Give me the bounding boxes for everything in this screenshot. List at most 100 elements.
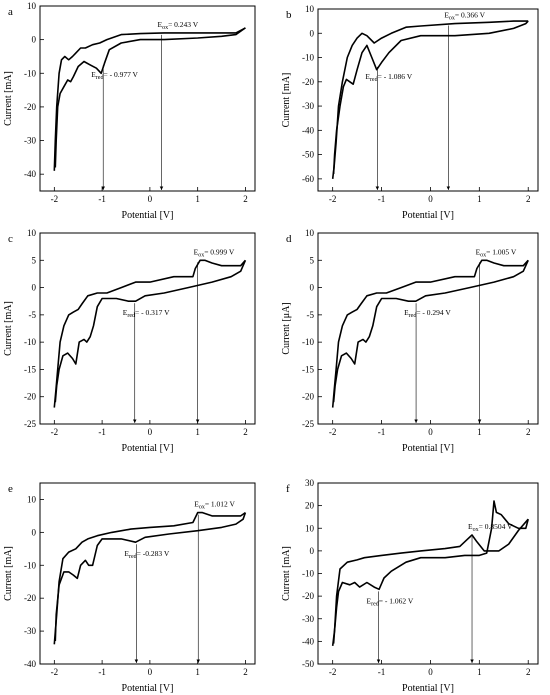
x-tick-label: -2 <box>51 667 59 677</box>
y-tick-label: -40 <box>302 636 314 646</box>
red-annotation: Ered= - 0.317 V <box>123 308 170 319</box>
panel-letter: e <box>8 483 13 495</box>
ox-annotation: Eox= 0.243 V <box>157 20 198 31</box>
y-tick-label: -20 <box>302 392 314 402</box>
y-axis-label: Current [mA] <box>3 546 14 601</box>
y-axis-label: Current [mA] <box>281 73 292 128</box>
y-tick-label: -20 <box>302 77 314 87</box>
y-tick-label: -30 <box>24 136 36 146</box>
plot-frame <box>317 232 539 425</box>
red-annotation: Ered= - 1.086 V <box>365 72 412 83</box>
x-tick-label: -2 <box>329 667 337 677</box>
y-tick-label: 10 <box>305 228 315 238</box>
x-tick-label: 1 <box>477 427 482 437</box>
x-axis-label: Potential [V] <box>122 683 174 694</box>
panel-letter: a <box>8 6 13 18</box>
y-tick-label: 20 <box>305 501 315 511</box>
x-tick-label: -2 <box>51 194 59 204</box>
y-tick-label: -10 <box>302 53 314 63</box>
cv-curve-forward <box>331 20 529 179</box>
x-tick-label: 0 <box>428 667 433 677</box>
y-axis-label: Current [mA] <box>281 546 292 601</box>
x-axis-label: Potential [V] <box>402 683 454 694</box>
y-tick-label: 0 <box>32 527 37 537</box>
x-tick-label: 1 <box>477 667 482 677</box>
cv-curve-reverse <box>332 259 529 403</box>
x-tick-label: -1 <box>98 194 106 204</box>
y-tick-label: 5 <box>32 255 37 265</box>
y-tick-label: -40 <box>24 659 36 669</box>
x-tick-label: 1 <box>195 667 200 677</box>
red-annotation: Ered= - 1.062 V <box>367 596 414 607</box>
y-tick-label: 10 <box>305 523 315 533</box>
y-tick-label: -10 <box>302 337 314 347</box>
x-tick-label: 2 <box>243 427 248 437</box>
y-tick-label: -30 <box>302 101 314 111</box>
red-annotation: Ered= - 0.977 V <box>91 70 138 81</box>
x-tick-label: 0 <box>148 427 153 437</box>
y-tick-label: 0 <box>310 28 315 38</box>
cv-curve-reverse <box>54 512 247 642</box>
y-tick-label: -5 <box>307 310 315 320</box>
x-tick-label: 2 <box>526 194 531 204</box>
y-tick-label: -10 <box>24 337 36 347</box>
x-tick-label: 2 <box>526 667 531 677</box>
y-tick-label: -60 <box>302 174 314 184</box>
x-tick-label: -2 <box>51 427 59 437</box>
cv-curve-reverse <box>332 20 529 175</box>
cv-curve-reverse <box>332 500 529 644</box>
x-axis-label: Potential [V] <box>402 443 454 454</box>
y-tick-label: -15 <box>24 364 36 374</box>
ox-annotation: Eox= 1.005 V <box>476 247 517 258</box>
ox-annotation: Eox= 0.366 V <box>444 11 485 22</box>
cv-curve-forward <box>331 259 529 408</box>
ox-annotation: Eox= 0.8504 V <box>468 522 513 533</box>
y-tick-label: -20 <box>24 102 36 112</box>
x-tick-label: -1 <box>98 667 106 677</box>
x-axis-label: Potential [V] <box>122 210 174 221</box>
ox-annotation: Eox= 0.999 V <box>194 247 235 258</box>
plot-frame <box>317 482 539 665</box>
plot-frame <box>39 5 256 192</box>
y-tick-label: -20 <box>24 593 36 603</box>
y-tick-label: 10 <box>27 1 37 11</box>
y-tick-label: -30 <box>302 614 314 624</box>
x-tick-label: 1 <box>195 427 200 437</box>
y-tick-label: 0 <box>310 283 315 293</box>
x-tick-label: 2 <box>243 667 248 677</box>
ox-annotation: Eox= 1.012 V <box>194 500 235 511</box>
y-tick-label: -10 <box>24 560 36 570</box>
y-tick-label: 5 <box>310 255 315 265</box>
y-tick-label: -5 <box>29 310 37 320</box>
x-tick-label: 0 <box>428 194 433 204</box>
cv-curve-reverse <box>54 259 247 403</box>
red-annotation: Ered= -0.283 V <box>124 549 169 560</box>
y-tick-label: 10 <box>27 494 37 504</box>
y-tick-label: -20 <box>302 591 314 601</box>
y-tick-label: 0 <box>310 546 315 556</box>
y-axis-label: Current [mA] <box>3 301 14 356</box>
y-tick-label: -25 <box>302 419 314 429</box>
y-tick-label: 0 <box>32 35 37 45</box>
x-tick-label: 0 <box>148 194 153 204</box>
y-tick-label: 10 <box>305 4 315 14</box>
x-tick-label: -1 <box>378 194 386 204</box>
cv-curve-forward <box>53 511 246 645</box>
y-tick-label: -10 <box>24 68 36 78</box>
y-axis-label: Current [μA] <box>281 302 292 354</box>
plot-frame <box>39 482 256 665</box>
x-tick-label: -2 <box>329 427 337 437</box>
panel-letter: c <box>8 233 13 245</box>
x-tick-label: 1 <box>195 194 200 204</box>
cv-curve-forward <box>53 27 246 171</box>
plot-frame <box>317 8 539 192</box>
x-tick-label: 2 <box>243 194 248 204</box>
y-tick-label: 0 <box>32 283 37 293</box>
cv-curve-forward <box>331 518 529 646</box>
red-annotation: Ered= - 0.294 V <box>404 308 451 319</box>
y-tick-label: -20 <box>24 392 36 402</box>
y-tick-label: 10 <box>27 228 37 238</box>
